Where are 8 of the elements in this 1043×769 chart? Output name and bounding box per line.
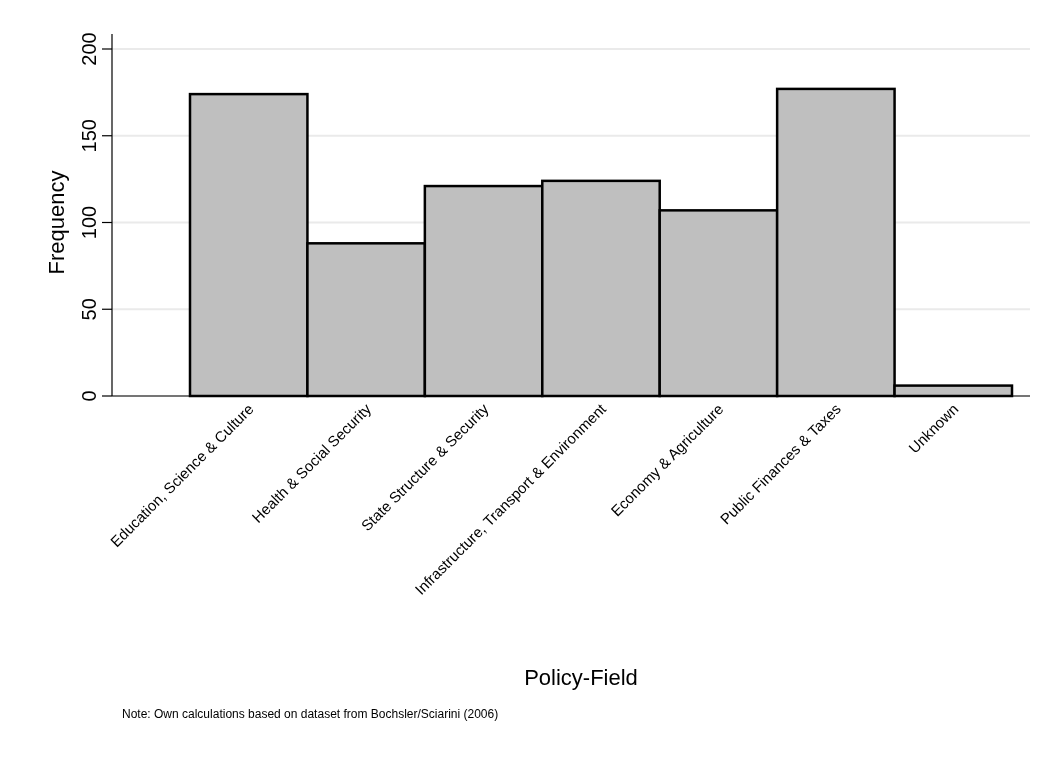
y-tick-label: 50: [78, 298, 100, 321]
y-tick-label: 0: [78, 390, 100, 402]
x-axis-title: Policy-Field: [524, 665, 638, 690]
y-axis-title: Frequency: [44, 170, 69, 275]
y-tick-label: 150: [78, 119, 100, 153]
y-tick-label: 100: [78, 205, 100, 240]
y-tick-label: 200: [78, 32, 100, 66]
text: Note: Own calculations based on dataset from Bochsler/Sciarini (2006): [122, 707, 499, 721]
